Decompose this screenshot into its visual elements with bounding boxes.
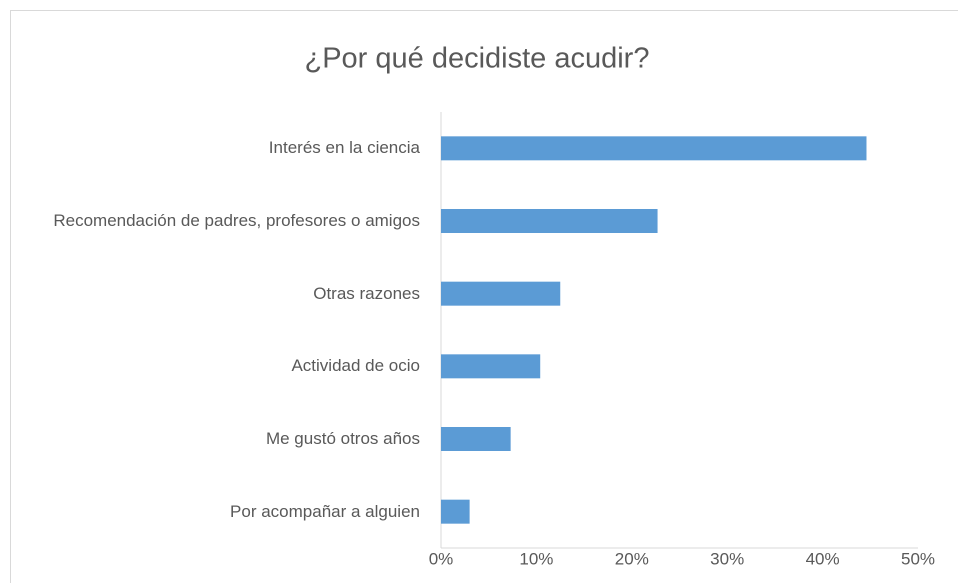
bar: [441, 427, 511, 451]
chart-title: ¿Por qué decidiste acudir?: [305, 43, 650, 75]
x-tick-label: 0%: [429, 549, 454, 568]
bar: [441, 136, 867, 161]
chart-frame: [10, 10, 958, 583]
x-tick-label: 30%: [710, 549, 744, 568]
bar: [441, 281, 561, 306]
y-tick-label: Recomendación de padres, profesores o am…: [53, 211, 420, 230]
bar: [441, 209, 658, 233]
y-tick-label: Actividad de ocio: [291, 356, 420, 376]
y-tick-label: Interés en la ciencia: [268, 138, 420, 158]
x-tick-label: 10%: [519, 549, 553, 568]
bar: [441, 354, 541, 379]
x-tick-label: 40%: [806, 549, 840, 568]
x-tick-label: 50%: [901, 549, 935, 568]
y-tick-label: Me gustó otros años: [265, 429, 420, 448]
bar: [441, 499, 470, 524]
y-tick-label: Por acompañar a alguien: [230, 501, 420, 521]
x-tick-label: 20%: [615, 549, 649, 568]
y-tick-label: Otras razones: [313, 283, 420, 303]
